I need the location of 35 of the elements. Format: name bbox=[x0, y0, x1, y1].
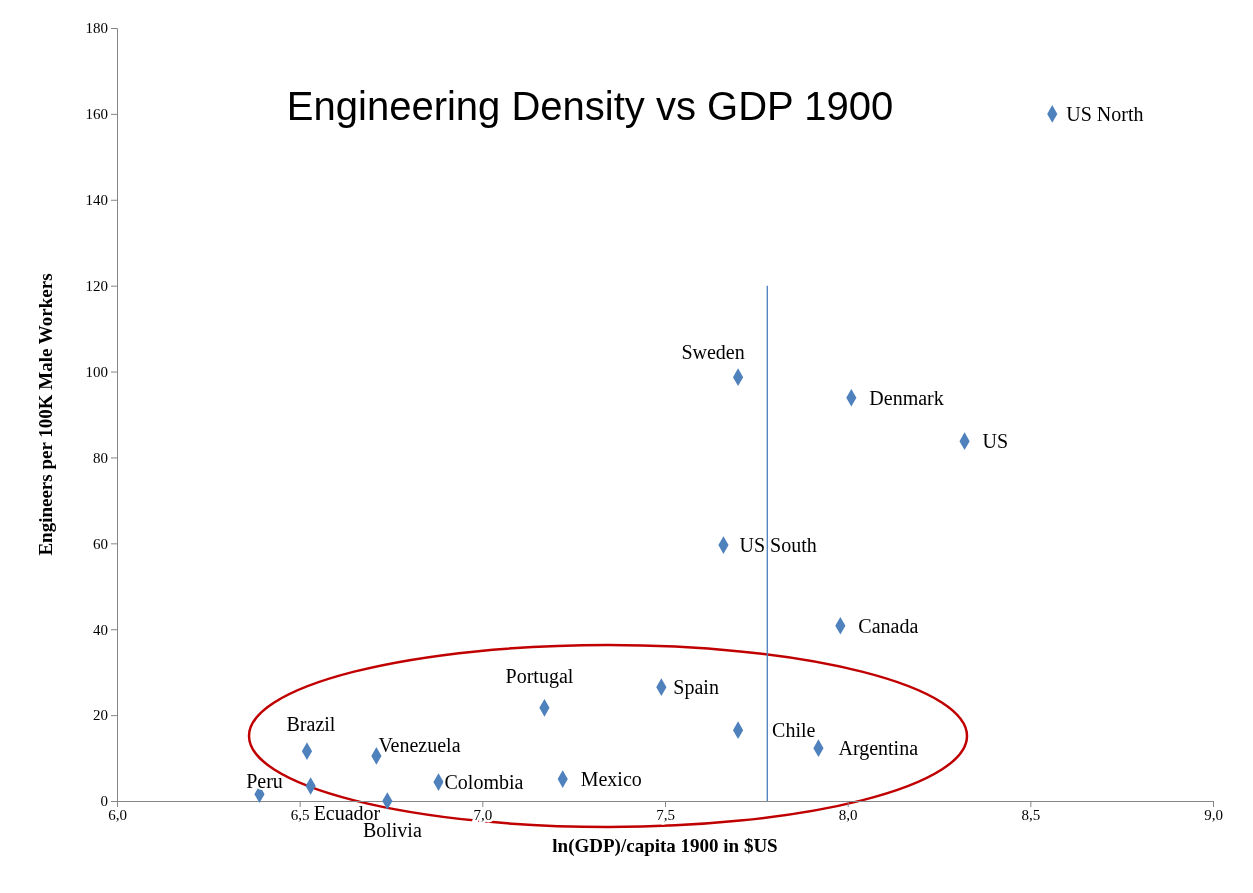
annotation: US North bbox=[1066, 102, 1144, 125]
annotation: Argentina bbox=[838, 737, 919, 761]
y-tick-label: 120 bbox=[85, 277, 108, 294]
y-tick-label: 140 bbox=[85, 192, 108, 209]
annotation: Brazil bbox=[286, 713, 336, 736]
x-tick-label: 9,0 bbox=[1204, 806, 1223, 823]
annotation: Peru bbox=[246, 770, 283, 793]
annotation: US South bbox=[739, 534, 817, 557]
annotation: US bbox=[982, 430, 1009, 453]
y-tick-label: 40 bbox=[93, 621, 108, 638]
y-tick-label: 20 bbox=[93, 707, 108, 724]
text: Engineering Density vs GDP 1900 bbox=[286, 84, 894, 128]
y-tick-label: 0 bbox=[100, 793, 108, 810]
annotation: Denmark bbox=[869, 386, 944, 409]
annotation: Colombia bbox=[444, 771, 524, 794]
annotation: Portugal bbox=[505, 664, 574, 688]
annotation: Sweden bbox=[681, 341, 745, 364]
annotation: Mexico bbox=[580, 768, 642, 791]
x-axis-title: ln(GDP)/capita 1900 in $US bbox=[552, 835, 778, 857]
annotation: Canada bbox=[858, 614, 919, 637]
annotation: Chile bbox=[772, 719, 816, 742]
x-tick-label: 8,5 bbox=[1021, 806, 1041, 823]
x-tick-label: 8,0 bbox=[838, 806, 858, 823]
y-tick-label: 180 bbox=[85, 20, 108, 37]
y-tick-label: 60 bbox=[93, 535, 108, 552]
annotation: Spain bbox=[673, 676, 719, 700]
y-tick-label: 160 bbox=[85, 106, 108, 123]
y-tick-label: 80 bbox=[93, 449, 108, 466]
x-tick-label: 6,5 bbox=[290, 806, 310, 823]
x-tick-label: 7,0 bbox=[473, 806, 493, 823]
x-tick-label: 6,0 bbox=[108, 806, 127, 823]
annotation: Venezuela bbox=[378, 733, 461, 756]
y-axis-title: Engineers per 100K Male Workers bbox=[35, 273, 56, 556]
x-tick-label: 7,5 bbox=[656, 806, 675, 823]
y-tick-label: 100 bbox=[85, 363, 108, 380]
